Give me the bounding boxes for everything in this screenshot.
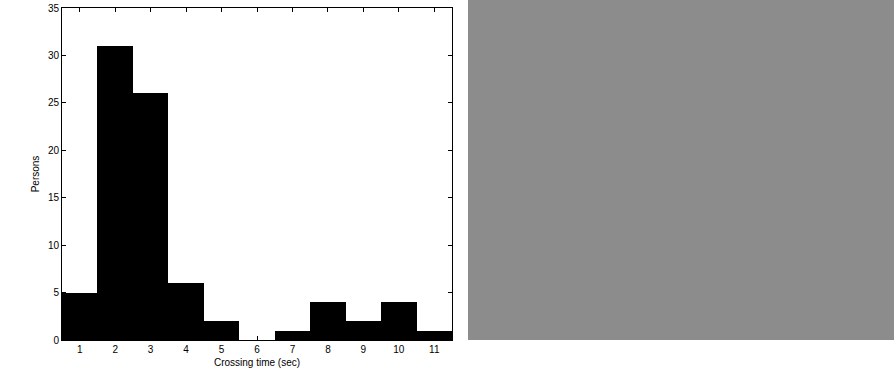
svg-text:5: 5 bbox=[219, 344, 225, 355]
svg-text:Persons: Persons bbox=[30, 156, 41, 193]
svg-text:8: 8 bbox=[325, 344, 331, 355]
svg-text:Crossing time (sec): Crossing time (sec) bbox=[214, 357, 300, 368]
svg-text:25: 25 bbox=[48, 97, 60, 108]
svg-text:11: 11 bbox=[429, 344, 440, 355]
svg-text:10: 10 bbox=[48, 240, 60, 251]
svg-text:4: 4 bbox=[183, 344, 189, 355]
svg-text:20: 20 bbox=[48, 145, 60, 156]
svg-text:2: 2 bbox=[112, 344, 118, 355]
svg-text:3: 3 bbox=[148, 344, 154, 355]
svg-text:9: 9 bbox=[361, 344, 367, 355]
svg-text:6: 6 bbox=[254, 344, 260, 355]
svg-text:5: 5 bbox=[53, 287, 59, 298]
svg-text:1: 1 bbox=[77, 344, 83, 355]
svg-text:0: 0 bbox=[53, 335, 59, 346]
svg-text:7: 7 bbox=[290, 344, 296, 355]
svg-text:15: 15 bbox=[48, 192, 60, 203]
svg-text:35: 35 bbox=[48, 3, 60, 14]
svg-text:30: 30 bbox=[48, 50, 60, 61]
svg-text:10: 10 bbox=[393, 344, 405, 355]
